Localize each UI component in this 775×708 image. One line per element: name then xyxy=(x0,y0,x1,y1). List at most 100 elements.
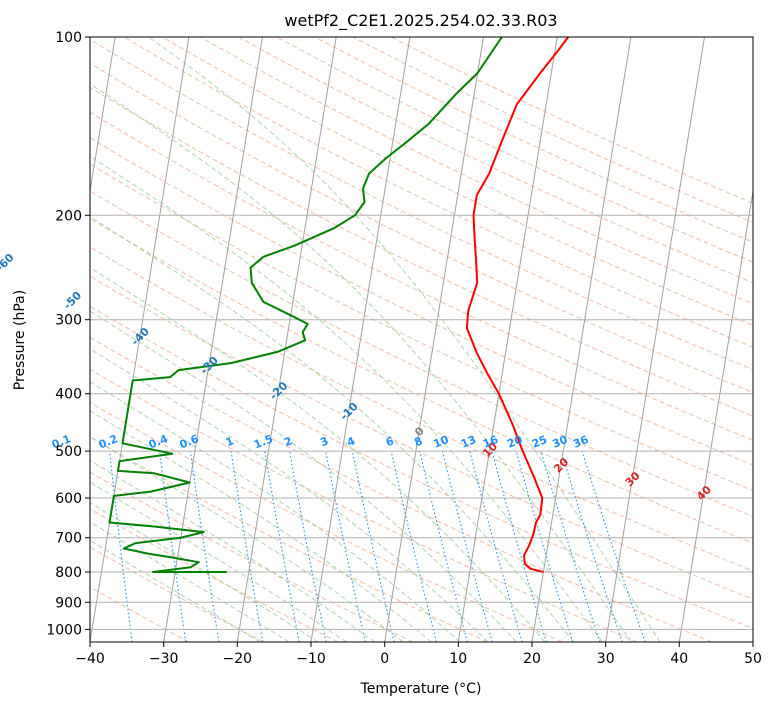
dry-adiabat xyxy=(238,37,753,284)
isotherm xyxy=(384,37,484,642)
x-tick-label: 40 xyxy=(670,651,688,667)
isotherm-label: -30 xyxy=(198,354,221,377)
x-tick-label: 30 xyxy=(597,651,615,667)
mixing-ratio-label: 13 xyxy=(459,433,478,451)
y-tick-label: 500 xyxy=(55,444,82,460)
dry-adiabat xyxy=(90,246,753,572)
dry-adiabat xyxy=(90,163,753,492)
moist-adiabat xyxy=(90,459,376,642)
dry-adiabat xyxy=(90,190,753,518)
plot-area xyxy=(90,37,753,642)
isotherm xyxy=(90,37,116,195)
isotherm xyxy=(531,37,632,642)
mixing-ratio-line xyxy=(264,451,300,642)
dry-adiabats xyxy=(90,37,753,642)
mixing-ratio-label: 4 xyxy=(345,434,357,449)
plot-frame xyxy=(89,36,754,643)
isotherm-label: -60 xyxy=(0,251,17,274)
mixing-ratio-lines xyxy=(109,450,646,642)
dry-adiabat xyxy=(200,37,753,305)
x-tick-label: 0 xyxy=(380,651,389,667)
isotherm xyxy=(236,37,337,642)
moist-adiabat xyxy=(90,410,432,642)
mixing-ratio-line xyxy=(390,450,437,642)
moist-adiabat xyxy=(90,215,574,642)
mixing-ratio-label: 10 xyxy=(432,433,451,451)
x-tick-label: −10 xyxy=(296,651,326,667)
dry-adiabat xyxy=(90,217,753,544)
dry-adiabat xyxy=(90,137,753,466)
mixing-ratio-line xyxy=(288,451,327,642)
mixing-ratio-label: 30 xyxy=(550,433,569,451)
x-tick-label: 50 xyxy=(744,651,762,667)
mixing-ratio-label: 36 xyxy=(571,433,590,451)
mixing-ratio-label: 0.2 xyxy=(97,432,120,451)
y-tick-label: 700 xyxy=(55,531,82,547)
mixing-ratio-line xyxy=(515,450,574,642)
mixing-ratio-line xyxy=(469,450,523,642)
temperature-line xyxy=(465,37,570,573)
isotherm-label: -40 xyxy=(129,325,152,348)
mixing-ratio-label: 0.4 xyxy=(147,432,170,451)
mixing-ratio-line xyxy=(189,451,220,642)
mixing-ratio-label: 8 xyxy=(412,434,424,449)
mixing-ratio-label: 2 xyxy=(282,434,294,449)
isotherm-label: -50 xyxy=(61,289,84,312)
moist-adiabat xyxy=(90,502,319,642)
x-axis-label: Temperature (°C) xyxy=(360,681,482,697)
mixing-ratio-line xyxy=(581,450,646,642)
isotherm xyxy=(752,638,753,642)
isotherm-label: -20 xyxy=(267,379,290,402)
mixing-ratio-line xyxy=(560,450,623,642)
y-tick-label: 400 xyxy=(55,387,82,403)
mixing-ratio-labels: 0.1 0.2 0.4 0.6 1 1.5 2 3 4 6 8 10 13 16 20 25 30 36 xyxy=(50,432,591,451)
y-tick-label: 800 xyxy=(55,565,82,581)
isotherm xyxy=(310,37,411,642)
dry-adiabat xyxy=(276,37,753,263)
x-tick-label: 20 xyxy=(523,651,541,667)
isotherm xyxy=(163,37,263,642)
mixing-ratio-label: 20 xyxy=(505,433,524,451)
mixing-ratio-label: 3 xyxy=(318,434,330,449)
mixing-ratio-line xyxy=(325,450,366,642)
moist-adiabat xyxy=(90,83,632,642)
dry-adiabat xyxy=(314,37,753,243)
dry-adiabat xyxy=(390,37,753,204)
isotherm-label: 40 xyxy=(694,483,714,503)
y-tick-label: 200 xyxy=(55,208,82,224)
moist-adiabat xyxy=(90,267,546,642)
mixing-ratio-label: 1 xyxy=(224,434,236,449)
dry-adiabat xyxy=(90,368,638,642)
moist-adiabats xyxy=(90,37,661,642)
isotherm xyxy=(605,37,705,642)
dry-adiabat xyxy=(90,62,753,394)
dry-adiabat xyxy=(90,508,339,642)
y-axis-ticks: 100 200 300 400 500 600 700 800 900 1000 xyxy=(46,30,90,638)
isotherm-label: -10 xyxy=(337,400,360,423)
isotherm-label: 30 xyxy=(623,469,643,489)
dry-adiabat xyxy=(90,471,414,642)
moist-adiabat xyxy=(90,310,517,642)
x-axis-ticks: −40 −30 −20 −10 0 10 20 30 40 50 xyxy=(75,642,762,667)
mixing-ratio-label: 25 xyxy=(530,433,549,451)
mixing-ratio-line xyxy=(540,450,601,642)
dry-adiabat xyxy=(352,37,753,224)
mixing-ratio-line xyxy=(159,451,187,642)
dry-adiabat xyxy=(90,111,753,441)
mixing-ratio-label: 6 xyxy=(384,434,396,449)
dry-adiabat xyxy=(123,37,753,348)
isotherm xyxy=(457,37,558,642)
x-tick-label: 10 xyxy=(449,651,467,667)
moist-adiabat xyxy=(148,37,661,642)
dry-adiabat xyxy=(90,38,753,371)
dry-adiabat xyxy=(90,336,712,642)
dry-adiabat xyxy=(90,275,753,600)
x-tick-label: −30 xyxy=(149,651,179,667)
dry-adiabat xyxy=(90,401,563,642)
chart-title: wetPf2_C2E1.2025.254.02.33.R03 xyxy=(284,11,557,31)
mixing-ratio-label: 16 xyxy=(481,433,500,451)
isotherm xyxy=(90,37,190,642)
moist-adiabat xyxy=(90,155,603,642)
y-tick-label: 1000 xyxy=(46,622,82,638)
